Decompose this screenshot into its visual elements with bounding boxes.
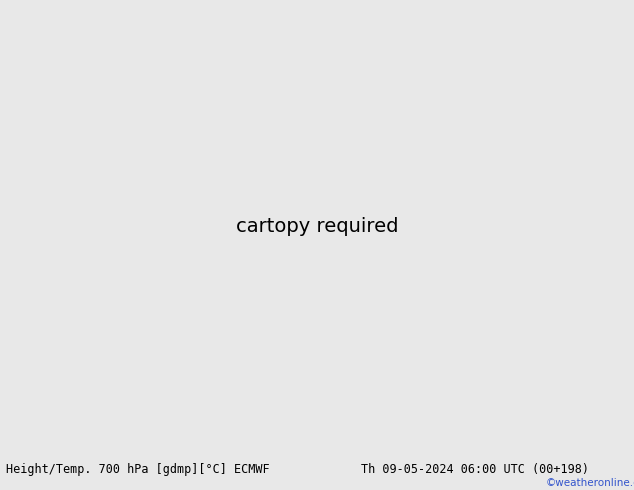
Text: ©weatheronline.co.uk: ©weatheronline.co.uk: [545, 478, 634, 488]
Text: Height/Temp. 700 hPa [gdmp][°C] ECMWF: Height/Temp. 700 hPa [gdmp][°C] ECMWF: [6, 463, 270, 476]
Text: cartopy required: cartopy required: [236, 217, 398, 236]
Text: Th 09-05-2024 06:00 UTC (00+198): Th 09-05-2024 06:00 UTC (00+198): [361, 463, 590, 476]
